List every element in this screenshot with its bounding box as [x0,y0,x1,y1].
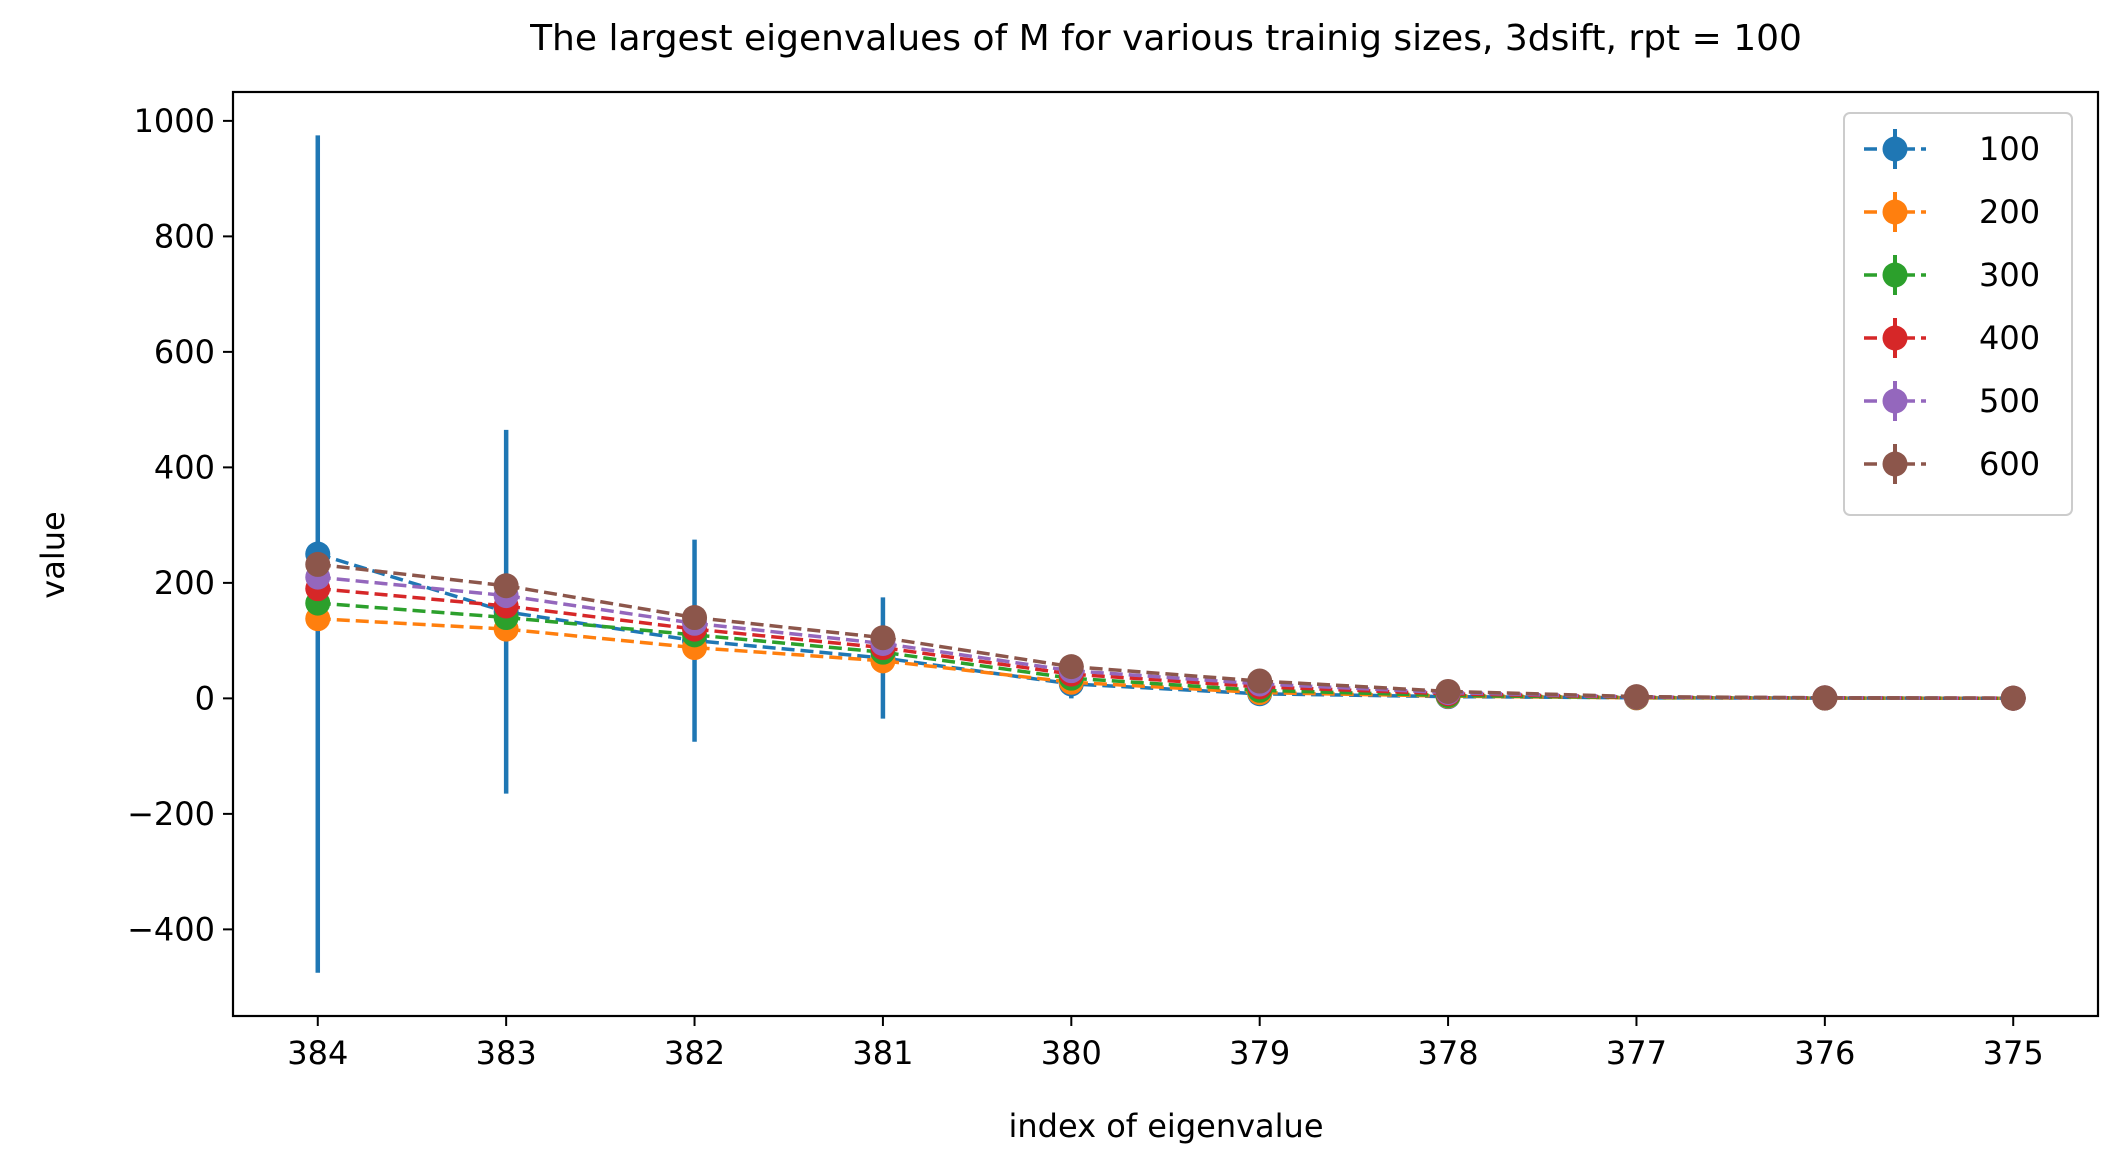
y-tick-label: 400 [154,448,215,486]
legend-entry-600: 600 [1864,444,2040,484]
data-point [1435,678,1461,704]
y-tick-label: −200 [127,795,215,833]
legend-marker [1882,325,1908,351]
chart-title: The largest eigenvalues of M for various… [529,18,1802,59]
y-tick-label: 0 [195,679,215,717]
x-axis-label: index of eigenvalue [1009,1107,1324,1145]
legend-label: 500 [1979,382,2040,420]
x-tick-label: 378 [1418,1034,1479,1072]
data-point [1812,685,1838,711]
legend-label: 300 [1979,256,2040,294]
y-tick-label: 1000 [134,102,215,140]
legend-marker [1882,136,1908,162]
data-point [1058,654,1084,680]
legend-entry-500: 500 [1864,381,2040,421]
data-point [682,605,708,631]
data-point [305,551,331,577]
data-point [870,625,896,651]
x-tick-label: 380 [1041,1034,1102,1072]
x-tick-label: 383 [476,1034,537,1072]
x-tick-label: 382 [664,1034,725,1072]
data-point [2000,685,2026,711]
data-point [1623,684,1649,710]
y-axis-label: value [34,511,72,598]
legend-label: 600 [1979,445,2040,483]
plot-area [305,135,2026,973]
y-tick-label: 800 [154,217,215,255]
legend-label: 200 [1979,193,2040,231]
x-tick-label: 381 [852,1034,913,1072]
data-point [1247,668,1273,694]
legend: 100 200 300 400 500 600 [1843,112,2073,516]
data-point [493,573,519,599]
series-600 [305,551,2026,711]
legend-marker [1882,199,1908,225]
plot-frame [231,90,2100,1018]
y-tick-label: 600 [154,333,215,371]
legend-label: 400 [1979,319,2040,357]
legend-entry-400: 400 [1864,318,2040,358]
axes: 384 383 382 381 380 379 378 377 376 375 −400 −200 0 2… [127,90,2100,1072]
series-line-600 [317,562,2014,700]
legend-entry-200: 200 [1864,192,2040,232]
x-tick-label: 379 [1229,1034,1290,1072]
series-line-400 [317,586,2014,700]
x-tick-label: 384 [287,1034,348,1072]
legend-marker [1882,388,1908,414]
y-tick-label: 200 [154,564,215,602]
x-tick-label: 377 [1606,1034,1667,1072]
x-tick-label: 376 [1794,1034,1855,1072]
x-tick-label: 375 [1983,1034,2044,1072]
y-tick-label: −400 [127,910,215,948]
legend-marker [1882,451,1908,477]
legend-entry-300: 300 [1864,255,2040,295]
legend-entry-100: 100 [1864,129,2040,169]
legend-label: 100 [1979,130,2040,168]
legend-marker [1882,262,1908,288]
